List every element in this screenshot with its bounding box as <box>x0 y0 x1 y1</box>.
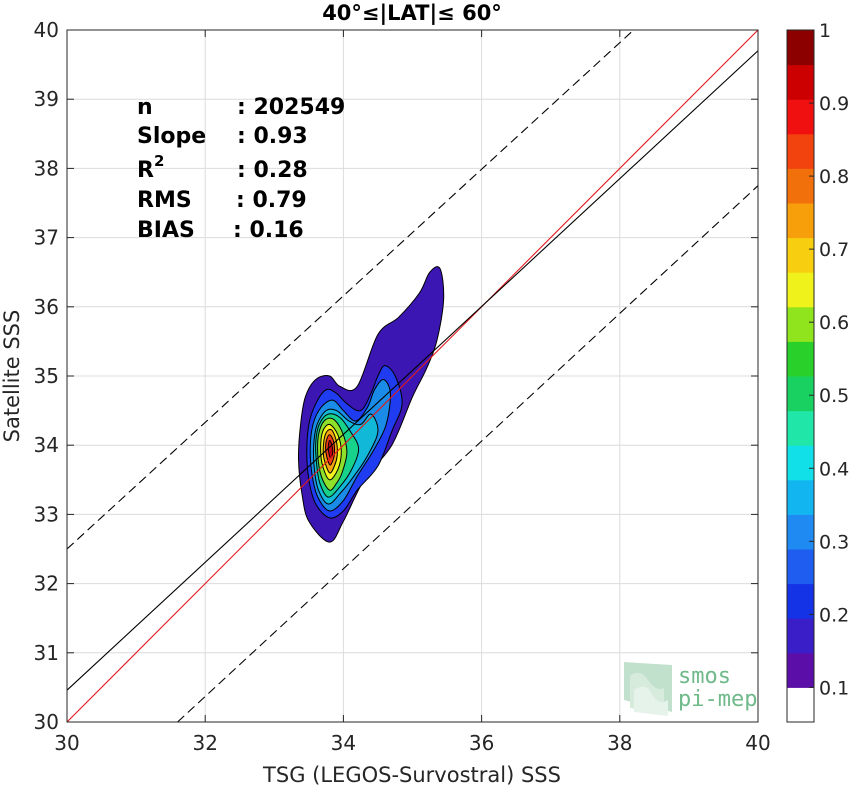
regression-line <box>66 50 759 691</box>
logo-text-smos: smos <box>678 664 731 689</box>
chart-title: 40°≤|LAT|≤ 60° <box>322 1 502 26</box>
colorbar-tick-label: 0.6 <box>819 312 849 334</box>
colorbar-segment <box>787 341 814 377</box>
colorbar-segment <box>787 445 814 481</box>
colorbar-segment <box>787 514 814 550</box>
y-tick-label: 38 <box>34 156 59 180</box>
colorbar-segment <box>787 203 814 239</box>
logo-mark-icon <box>624 662 672 716</box>
stat-value-rms: : 0.79 <box>236 188 307 213</box>
y-axis-label: Satellite SSS <box>0 310 24 443</box>
y-tick-label: 32 <box>34 572 59 596</box>
colorbar-segment <box>787 652 814 688</box>
colorbar-segment <box>787 237 814 273</box>
y-tick-label: 30 <box>34 710 59 734</box>
colorbar-segment <box>787 479 814 515</box>
axes: 30 32 34 36 38 40 30 31 32 33 34 35 36 37 38 39 40 <box>34 18 771 755</box>
colorbar-tick-label: 0.5 <box>819 385 849 407</box>
x-tick-label: 38 <box>607 731 632 755</box>
smos-pi-mep-logo: smos pi-mep <box>624 662 757 716</box>
upper-bound-line <box>66 29 634 550</box>
colorbar-segment <box>787 30 814 66</box>
colorbar-tick-label: 0.3 <box>819 531 849 553</box>
y-tick-label: 35 <box>34 364 59 388</box>
stat-value-n: : 202549 <box>237 95 345 120</box>
lower-bound-line <box>177 185 759 723</box>
x-axis-label: TSG (LEGOS-Survostral) SSS <box>262 763 561 787</box>
colorbar-segment <box>787 99 814 135</box>
colorbar-tick-label: 0.9 <box>819 93 849 115</box>
stat-label-bias: BIAS <box>137 218 195 243</box>
colorbar-segment <box>787 133 814 169</box>
stat-label-n: n <box>137 95 153 120</box>
y-tick-label: 40 <box>34 18 59 42</box>
colorbar-segment <box>787 618 814 654</box>
colorbar-tick-label: 0.1 <box>819 677 849 699</box>
y-tick-label: 36 <box>34 295 59 319</box>
y-tick-label: 33 <box>34 502 59 526</box>
colorbar: 0.1 0.2 0.3 0.4 0.5 0.6 0.7 0.8 0.9 1 <box>786 20 849 723</box>
colorbar-tick-label: 0.7 <box>819 239 849 261</box>
colorbar-segment <box>787 168 814 204</box>
stat-label-slope: Slope <box>137 124 206 149</box>
colorbar-segment <box>787 410 814 446</box>
fit-lines <box>66 29 759 723</box>
stat-value-bias: : 0.16 <box>233 218 304 243</box>
stat-label-r: R <box>137 158 154 183</box>
stats-box: n : 202549 Slope : 0.93 R 2 : 0.28 RMS : 0.79 BIA… <box>137 95 345 243</box>
x-tick-label: 30 <box>54 731 79 755</box>
stat-label-superscript: 2 <box>154 152 164 170</box>
stat-value-slope: : 0.93 <box>237 124 308 149</box>
x-tick-label: 36 <box>469 731 494 755</box>
y-tick-label: 37 <box>34 226 59 250</box>
y-tick-label: 31 <box>34 641 59 665</box>
stat-label-rms: RMS <box>137 188 192 213</box>
y-tick-label: 39 <box>34 87 59 111</box>
colorbar-tick-label: 1 <box>819 20 831 42</box>
colorbar-segment <box>787 583 814 619</box>
axes-box <box>66 29 759 723</box>
logo-text-pi-mep: pi-mep <box>678 687 757 712</box>
identity-line <box>66 29 759 723</box>
x-tick-label: 40 <box>745 731 770 755</box>
colorbar-frame <box>786 29 815 723</box>
stat-value-r: : 0.28 <box>237 158 308 183</box>
y-tick-label: 34 <box>34 433 59 457</box>
colorbar-segment <box>787 64 814 100</box>
colorbar-segment <box>787 549 814 585</box>
colorbar-tick-label: 0.4 <box>819 458 849 480</box>
colorbar-tick-label: 0.2 <box>819 604 849 626</box>
colorbar-segment <box>787 376 814 412</box>
x-tick-label: 32 <box>192 731 217 755</box>
colorbar-segment <box>787 272 814 308</box>
colorbar-segment <box>787 306 814 342</box>
colorbar-tick-label: 0.8 <box>819 166 849 188</box>
colorbar-segment <box>787 687 814 723</box>
x-tick-label: 34 <box>331 731 356 755</box>
